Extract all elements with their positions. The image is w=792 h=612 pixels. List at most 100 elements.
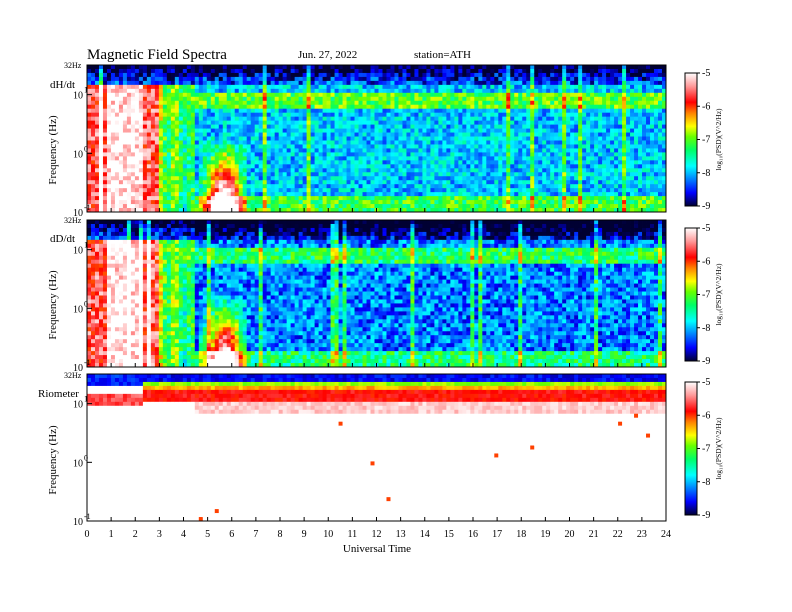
heatmap-cell bbox=[326, 65, 331, 70]
heatmap-cell bbox=[398, 96, 403, 102]
heatmap-cell bbox=[258, 184, 264, 189]
heatmap-cell bbox=[422, 136, 427, 141]
heatmap-cell bbox=[298, 65, 304, 70]
heatmap-cell bbox=[382, 140, 387, 145]
heatmap-cell bbox=[306, 164, 312, 169]
heatmap-cell bbox=[214, 108, 220, 114]
heatmap-cell bbox=[178, 112, 184, 118]
heatmap-cell bbox=[386, 180, 391, 185]
heatmap-cell bbox=[414, 200, 419, 205]
heatmap-cell bbox=[474, 136, 479, 141]
heatmap-cell bbox=[394, 196, 399, 201]
heatmap-cell bbox=[118, 176, 124, 181]
heatmap-cell bbox=[306, 168, 312, 173]
heatmap-cell bbox=[170, 152, 176, 157]
heatmap-cell bbox=[170, 200, 176, 205]
heatmap-cell bbox=[314, 88, 319, 94]
heatmap-cell bbox=[146, 156, 152, 161]
heatmap-cell bbox=[230, 128, 236, 133]
heatmap-cell bbox=[318, 172, 323, 177]
heatmap-cell bbox=[618, 88, 623, 94]
heatmap-cell bbox=[338, 84, 343, 90]
heatmap-cell bbox=[182, 132, 188, 137]
heatmap-cell bbox=[434, 140, 439, 145]
heatmap-cell bbox=[178, 128, 184, 133]
heatmap-cell bbox=[322, 196, 327, 201]
heatmap-cell bbox=[478, 65, 483, 70]
heatmap-cell bbox=[358, 104, 363, 110]
heatmap-cell bbox=[302, 148, 308, 153]
heatmap-cell bbox=[422, 164, 427, 169]
heatmap-cell bbox=[446, 84, 451, 90]
heatmap-cell bbox=[154, 65, 160, 70]
heatmap-cell bbox=[286, 120, 292, 125]
heatmap-cell bbox=[582, 136, 587, 141]
heatmap-cell bbox=[622, 104, 627, 110]
heatmap-cell bbox=[150, 100, 156, 106]
heatmap-cell bbox=[194, 124, 200, 129]
heatmap-cell bbox=[270, 120, 276, 125]
heatmap-cell bbox=[274, 128, 280, 133]
heatmap-cell bbox=[194, 180, 200, 185]
heatmap-cell bbox=[266, 132, 272, 137]
heatmap-cell bbox=[490, 104, 495, 110]
heatmap-cell bbox=[390, 164, 395, 169]
heatmap-cell bbox=[578, 80, 583, 86]
heatmap-cell bbox=[526, 140, 531, 145]
heatmap-cell bbox=[398, 92, 403, 98]
heatmap-cell bbox=[154, 120, 160, 125]
heatmap-cell bbox=[338, 200, 343, 205]
heatmap-cell bbox=[106, 180, 112, 185]
heatmap-cell bbox=[494, 104, 499, 110]
heatmap-cell bbox=[354, 80, 359, 86]
heatmap-cell bbox=[422, 140, 427, 145]
heatmap-cell bbox=[230, 65, 236, 70]
heatmap-cell bbox=[306, 176, 312, 181]
heatmap-cell bbox=[534, 108, 539, 114]
heatmap-cell bbox=[526, 188, 531, 193]
heatmap-cell bbox=[310, 72, 315, 78]
heatmap-cell bbox=[198, 116, 204, 122]
heatmap-cell bbox=[526, 168, 531, 173]
heatmap-cell bbox=[406, 108, 411, 114]
heatmap-cell bbox=[290, 180, 296, 185]
heatmap-cell bbox=[514, 92, 519, 98]
heatmap-cell bbox=[254, 116, 260, 122]
heatmap-cell bbox=[102, 128, 108, 133]
heatmap-cell bbox=[446, 92, 451, 98]
heatmap-cell bbox=[374, 124, 379, 129]
heatmap-cell bbox=[422, 144, 427, 149]
heatmap-cell bbox=[162, 128, 168, 133]
heatmap-cell bbox=[474, 168, 479, 173]
heatmap-cell bbox=[210, 92, 216, 98]
heatmap-cell bbox=[538, 112, 543, 118]
heatmap-cell bbox=[162, 112, 168, 118]
heatmap-cell bbox=[94, 88, 100, 94]
heatmap-cell bbox=[278, 132, 284, 137]
heatmap-cell bbox=[582, 152, 587, 157]
heatmap-cell bbox=[310, 112, 315, 118]
heatmap-cell bbox=[506, 192, 511, 197]
heatmap-cell bbox=[262, 136, 268, 141]
heatmap-cell bbox=[142, 88, 148, 94]
heatmap-cell bbox=[262, 180, 268, 185]
heatmap-cell bbox=[526, 108, 531, 114]
heatmap-cell bbox=[402, 65, 407, 70]
heatmap-cell bbox=[458, 192, 463, 197]
heatmap-cell bbox=[102, 68, 108, 74]
heatmap-cell bbox=[366, 84, 371, 90]
heatmap-cell bbox=[370, 172, 375, 177]
heatmap-cell bbox=[562, 160, 567, 165]
heatmap-cell bbox=[330, 200, 335, 205]
heatmap-cell bbox=[98, 188, 104, 193]
heatmap-cell bbox=[534, 208, 539, 213]
heatmap-cell bbox=[442, 104, 447, 110]
heatmap-cell bbox=[150, 96, 156, 102]
heatmap-cell bbox=[210, 128, 216, 133]
heatmap-cell bbox=[154, 204, 160, 209]
heatmap-cell bbox=[318, 192, 323, 197]
heatmap-cell bbox=[578, 140, 583, 145]
heatmap-cell bbox=[518, 196, 523, 201]
heatmap-cell bbox=[98, 140, 104, 145]
heatmap-cell bbox=[446, 160, 451, 165]
